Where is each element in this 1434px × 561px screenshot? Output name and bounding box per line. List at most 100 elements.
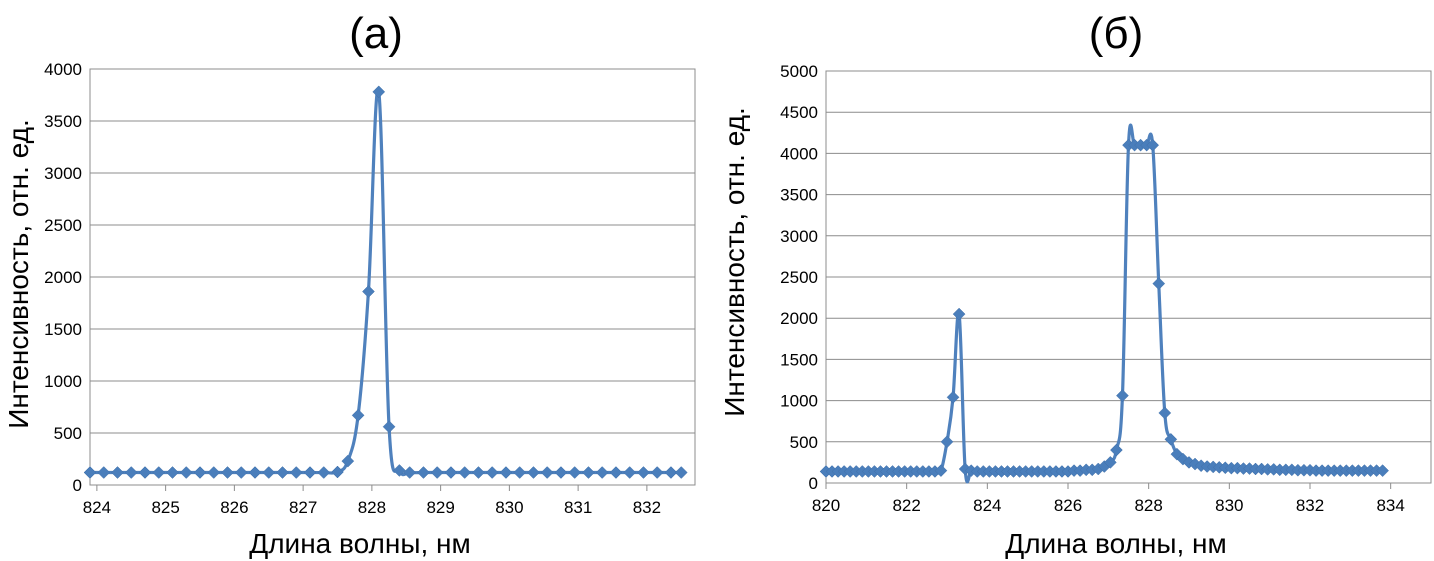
panel-a-data-point [623,466,637,479]
panel-a-data-point [582,466,595,479]
panel-a-data-point [382,420,396,434]
panel-b-ytick-label: 2000 [780,309,818,328]
panel-a-data-point [499,466,513,479]
panel-a-ytick-label: 2500 [44,216,82,235]
panel-a-data-point [458,466,472,479]
panel-a-data-point [513,466,527,479]
panel-a-data-point [111,466,124,479]
panel-a-data-point [674,466,688,479]
panel-a-data-point [485,466,499,479]
panel-b-data-point [952,307,966,321]
panel-b-ytick-label: 2500 [780,268,818,287]
panel-a-ytick-label: 0 [73,476,82,495]
panel-b-plot-frame [825,70,1432,484]
panel-b-ytick-label: 3500 [780,186,818,205]
panel-b-data-point [1116,389,1129,403]
panel-b-data-point [1146,138,1160,152]
panel-a-data-point [351,408,365,422]
panel-a-xlabel: Длина волны, нм [249,528,470,559]
panel-b-ytick-label: 4500 [780,103,818,122]
panel-b-data-point [1158,406,1172,420]
panel-a-data-point [372,85,386,99]
panel-a-data-point [341,454,355,468]
panel-a-data-point [403,466,417,479]
panel-b-data-point [946,390,960,404]
panel-b-xtick-label: 824 [973,496,1001,515]
panel-a-xtick-label: 829 [426,498,454,517]
panel-a-grid [89,68,696,486]
panel-b-xtick-label: 820 [812,496,840,515]
panel-a-xtick-label: 830 [495,498,523,517]
panel-b-xtick-label: 834 [1376,496,1404,515]
panel-a-data-point [124,466,138,479]
panel-a-data-point [276,466,289,479]
panel-a-ytick-label: 3000 [44,164,82,183]
panel-b-xtick-label: 826 [1054,496,1082,515]
panel-b-chart: (б) Длина волны, нм Интенсивность, отн. … [719,9,1432,559]
panel-a-ytick-label: 3500 [44,112,82,131]
panel-a-data-point [472,466,485,479]
panel-a-data-point [234,466,248,479]
panel-a-data-point [166,466,179,479]
panel-a-data-point [595,466,609,479]
panel-b-ytick-label: 0 [809,474,818,493]
panel-a-data-point [83,466,97,479]
panel-b-ylabel: Интенсивность, отн. ед. [719,107,750,417]
panel-a-data-point [637,466,650,479]
panel-b-title: (б) [1089,9,1144,58]
panel-a-data-point [289,466,303,479]
panel-a-data-point [193,466,207,479]
panel-b-ytick-label: 5000 [780,62,818,81]
panel-a-data-point [444,466,458,479]
panel-a-data-point [303,466,317,479]
panel-b-xtick-label: 830 [1215,496,1243,515]
panel-a-chart: (а) Длина волны, нм Интенсивность, отн. … [3,9,696,559]
panel-a-data-point [664,466,678,479]
panel-a-plot-frame [89,68,696,486]
panel-b-data-point [1110,443,1123,457]
panel-b-series-line [825,123,1383,484]
panel-b-data-point [1164,432,1178,446]
panel-a-title: (а) [349,9,403,58]
panel-a-xtick-label: 828 [358,498,386,517]
panel-b-series [819,123,1389,484]
panel-b-ytick-label: 500 [790,433,818,452]
panel-a-data-point [430,466,444,479]
panel-b-xtick-label: 822 [892,496,920,515]
panel-a-ticks: 0 500 1000 1500 2000 2500 3000 3500 4000 824 825 82… [44,60,661,517]
panel-a-data-point [248,466,262,479]
panel-a-data-point [331,465,344,479]
panel-b-data-point [1152,277,1166,290]
panel-a-series-line [90,87,682,477]
panel-a-data-point [262,466,276,479]
panel-a-xtick-label: 825 [151,498,179,517]
panel-a-data-point [650,466,664,479]
panel-a-data-point [138,466,152,479]
panel-a-ytick-label: 2000 [44,268,82,287]
panel-a-data-point [540,466,554,479]
panel-a-ytick-label: 4000 [44,60,82,79]
panel-a-data-point [221,466,234,479]
panel-b-xtick-label: 832 [1296,496,1324,515]
panel-a-data-point [609,466,623,479]
panel-a-data-point [152,466,166,479]
panel-b-ytick-label: 4000 [780,144,818,163]
panel-b-data-point [934,464,948,477]
panel-a-xtick-label: 826 [220,498,248,517]
panel-a-xtick-label: 832 [633,498,661,517]
panel-a-ytick-label: 500 [54,424,82,443]
panel-a-ytick-label: 1500 [44,320,82,339]
panel-a-data-point [317,466,331,479]
panel-a-data-point [362,285,375,298]
panel-a-xtick-label: 827 [289,498,317,517]
panel-a-data-point [568,466,582,479]
panel-b-ytick-label: 3000 [780,227,818,246]
panel-a-data-point [179,466,193,479]
panel-a-data-point [527,466,540,479]
panel-a-xtick-label: 831 [564,498,592,517]
panel-a-series [83,85,688,479]
panel-a-data-point [417,466,430,479]
panel-a-ylabel: Интенсивность, отн. ед. [3,119,34,429]
panel-a-data-point [207,466,221,479]
